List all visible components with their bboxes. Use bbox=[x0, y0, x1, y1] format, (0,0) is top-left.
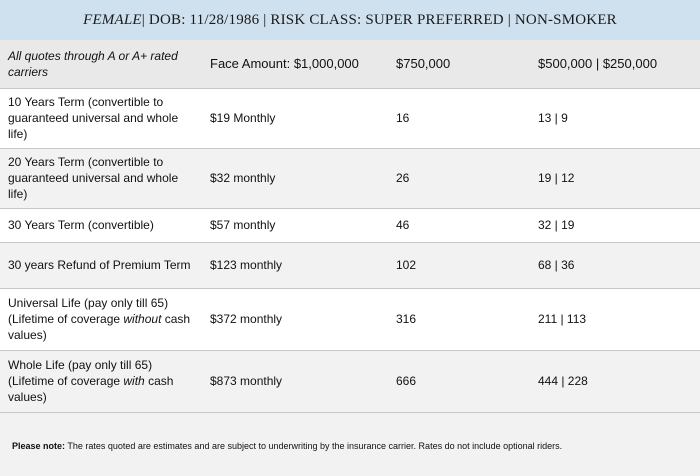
rate-1m: $32 monthly bbox=[202, 148, 388, 209]
disclaimer-note: Please note: The rates quoted are estima… bbox=[12, 441, 692, 451]
rate-1m: $19 Monthly bbox=[202, 88, 388, 149]
plan-name: 10 Years Term (convertible to guaranteed… bbox=[0, 88, 202, 149]
plan-name: Universal Life (pay only till 65) (Lifet… bbox=[0, 288, 202, 351]
rate-1m: $57 monthly bbox=[202, 208, 388, 243]
rate-1m: $372 monthly bbox=[202, 288, 388, 351]
table-row: 30 years Refund of Premium Term $123 mon… bbox=[0, 242, 700, 289]
rate-500k-250k: 13 | 9 bbox=[530, 88, 700, 149]
title-gender: FEMALE bbox=[83, 11, 142, 28]
plan-name-part: cash values) bbox=[8, 374, 174, 404]
table-row: 20 Years Term (convertible to guaranteed… bbox=[0, 148, 700, 209]
plan-name: 30 years Refund of Premium Term bbox=[0, 242, 202, 289]
rate-1m: $123 monthly bbox=[202, 242, 388, 289]
plan-name: 20 Years Term (convertible to guaranteed… bbox=[0, 148, 202, 209]
plan-name: Whole Life (pay only till 65) (Lifetime … bbox=[0, 350, 202, 413]
quotes-table: All quotes through A or A+ rated carrier… bbox=[0, 40, 700, 413]
plan-name-part: Whole Life (pay only till 65) (Lifetime … bbox=[8, 358, 153, 388]
rate-500k-250k: 19 | 12 bbox=[530, 148, 700, 209]
rate-500k-250k: 211 | 113 bbox=[530, 288, 700, 351]
plan-name: 30 Years Term (convertible) bbox=[0, 208, 202, 243]
table-row: Universal Life (pay only till 65) (Lifet… bbox=[0, 288, 700, 351]
rate-750k: 102 bbox=[388, 242, 530, 289]
plan-name-emphasis: without bbox=[123, 312, 162, 326]
note-text: The rates quoted are estimates and are s… bbox=[65, 441, 563, 451]
rate-750k: 26 bbox=[388, 148, 530, 209]
rate-500k-250k: 68 | 36 bbox=[530, 242, 700, 289]
plan-name-part: cash values) bbox=[8, 312, 191, 342]
rate-750k: 316 bbox=[388, 288, 530, 351]
header-750k: $750,000 bbox=[388, 40, 530, 89]
header-carriers: All quotes through A or A+ rated carrier… bbox=[0, 40, 202, 89]
table-row: Whole Life (pay only till 65) (Lifetime … bbox=[0, 350, 700, 413]
rate-750k: 16 bbox=[388, 88, 530, 149]
header-500k-250k: $500,000 | $250,000 bbox=[530, 40, 700, 89]
title-details: | DOB: 11/28/1986 | RISK CLASS: SUPER PR… bbox=[141, 11, 617, 28]
plan-name-emphasis: with bbox=[123, 374, 145, 388]
table-header-row: All quotes through A or A+ rated carrier… bbox=[0, 40, 700, 89]
table-row: 10 Years Term (convertible to guaranteed… bbox=[0, 88, 700, 149]
rate-500k-250k: 444 | 228 bbox=[530, 350, 700, 413]
rate-1m: $873 monthly bbox=[202, 350, 388, 413]
note-label: Please note: bbox=[12, 441, 66, 451]
plan-name-part: Universal Life (pay only till 65) (Lifet… bbox=[8, 296, 169, 326]
quote-title: FEMALE | DOB: 11/28/1986 | RISK CLASS: S… bbox=[0, 0, 700, 41]
rate-500k-250k: 32 | 19 bbox=[530, 208, 700, 243]
rate-750k: 666 bbox=[388, 350, 530, 413]
table-row: 30 Years Term (convertible) $57 monthly … bbox=[0, 208, 700, 243]
header-face-amount: Face Amount: $1,000,000 bbox=[202, 40, 388, 89]
rate-750k: 46 bbox=[388, 208, 530, 243]
